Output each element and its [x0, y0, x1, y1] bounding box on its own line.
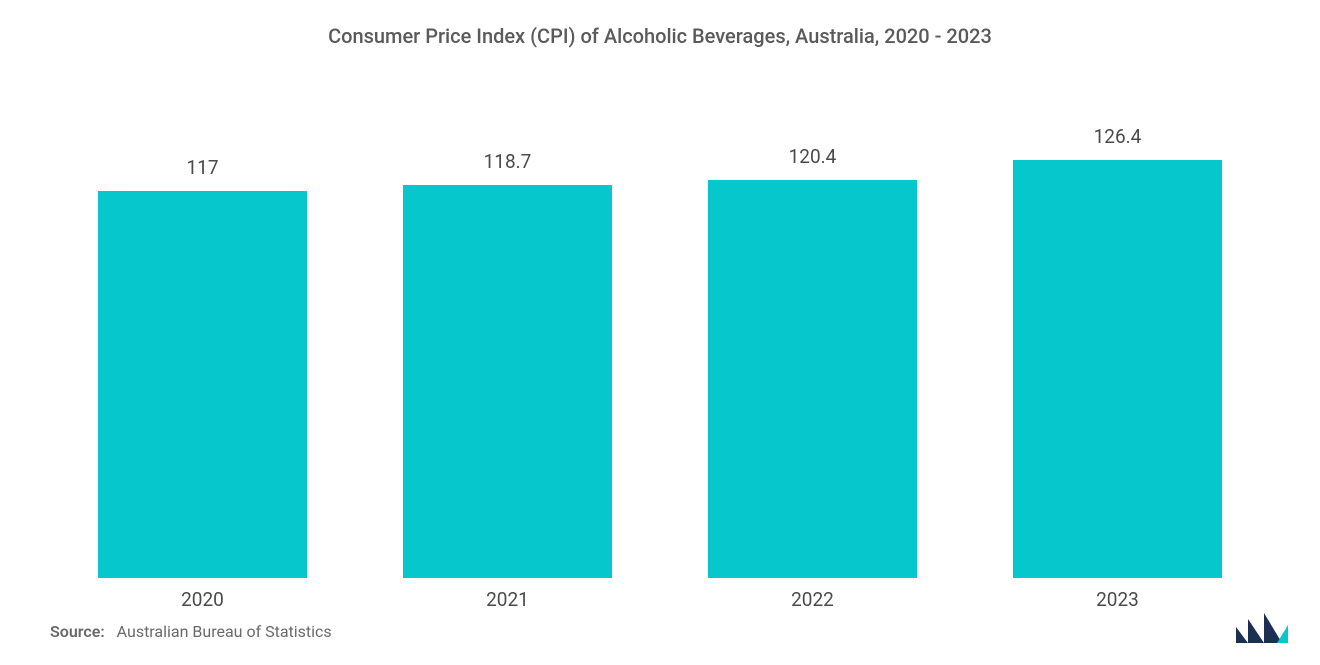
bar-value-label: 117 [186, 156, 218, 179]
logo-shape-accent [1277, 625, 1288, 643]
bar-group: 126.4 [983, 125, 1251, 578]
bar-group: 117 [68, 156, 336, 578]
source-text: Australian Bureau of Statistics [117, 622, 332, 641]
bar-group: 118.7 [373, 150, 641, 578]
x-tick-label: 2020 [68, 588, 336, 611]
logo-svg [1234, 613, 1292, 647]
chart-container: Consumer Price Index (CPI) of Alcoholic … [0, 0, 1320, 665]
x-axis: 2020 2021 2022 2023 [50, 588, 1270, 611]
logo-shape-1 [1236, 627, 1248, 643]
x-tick-label: 2022 [678, 588, 946, 611]
logo-shape-3 [1264, 613, 1282, 643]
bar [98, 191, 307, 578]
plot-area: 117 118.7 120.4 126.4 [50, 108, 1270, 578]
bar-value-label: 120.4 [789, 145, 837, 168]
x-tick-label: 2023 [983, 588, 1251, 611]
brand-logo [1234, 613, 1292, 647]
bar-value-label: 126.4 [1094, 125, 1142, 148]
chart-title: Consumer Price Index (CPI) of Alcoholic … [50, 24, 1270, 48]
bar [1013, 160, 1222, 578]
bar-value-label: 118.7 [484, 150, 532, 173]
x-tick-label: 2021 [373, 588, 641, 611]
logo-shape-2 [1248, 619, 1264, 643]
bar-group: 120.4 [678, 145, 946, 578]
source-line: Source: Australian Bureau of Statistics [50, 622, 332, 641]
bar [403, 185, 612, 578]
bar [708, 180, 917, 578]
source-label: Source: [50, 622, 105, 641]
